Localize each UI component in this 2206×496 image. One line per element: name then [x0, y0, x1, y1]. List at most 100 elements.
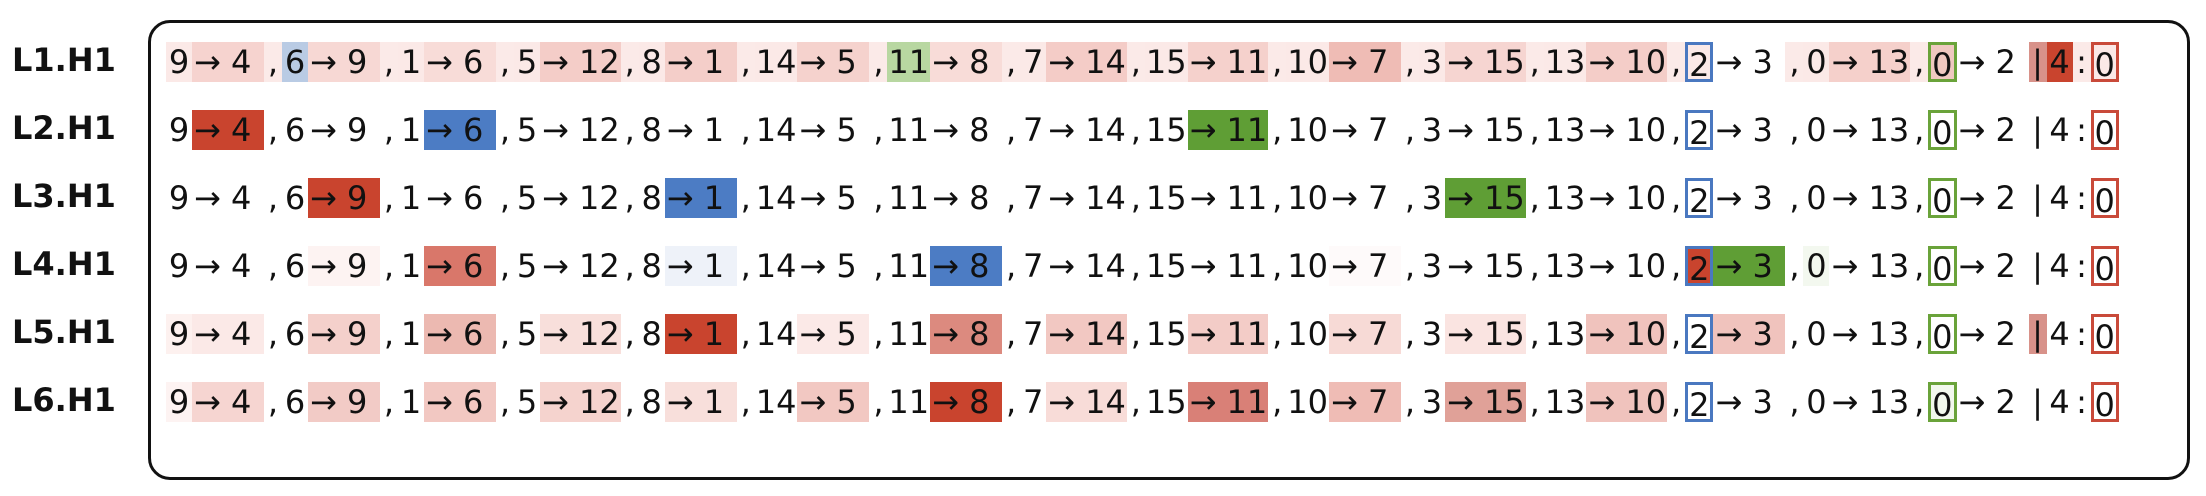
- token-cell: ,: [736, 382, 755, 422]
- token-cell: 7: [1020, 42, 1047, 82]
- token-cell: → 5: [797, 246, 870, 286]
- token-sequence: 9 → 4, 6 → 9, 1 → 6, 5 → 12, 8 → 1, 14→ 5, 11→ 8, 7 →…: [166, 307, 2119, 357]
- token-cell: :: [2072, 110, 2091, 150]
- token-cell: ,: [1785, 42, 1804, 82]
- token-cell: 0: [1803, 42, 1830, 82]
- token-cell: 10: [1286, 314, 1329, 354]
- token-cell: ,: [1667, 246, 1686, 286]
- boxed-token-t: 0: [2090, 314, 2119, 356]
- token-cell: → 10: [1586, 314, 1668, 354]
- token-cell: ,: [1400, 314, 1419, 354]
- token-cell: 6: [282, 178, 308, 218]
- token-cell: |: [2028, 110, 2047, 150]
- token-cell: ,: [869, 178, 888, 218]
- token-cell: ,: [264, 42, 282, 82]
- token-cell: ,: [1910, 246, 1929, 286]
- token-cell: |: [2028, 246, 2047, 286]
- token-cell: 11: [887, 382, 931, 422]
- token-cell: 9: [166, 382, 192, 422]
- token-cell: → 14: [1046, 314, 1127, 354]
- token-cell: ,: [1910, 178, 1929, 218]
- token-cell: 6: [282, 382, 308, 422]
- token-cell: ,: [264, 178, 282, 218]
- token-cell: ,: [1525, 178, 1544, 218]
- token-cell: |: [2028, 382, 2047, 422]
- token-cell: 0: [1803, 178, 1830, 218]
- token-cell: 13: [1543, 314, 1587, 354]
- token-cell: → 11: [1187, 110, 1269, 150]
- boxed-token-t: 0: [2090, 110, 2119, 152]
- token-cell: 0: [1803, 110, 1830, 150]
- token-cell: → 5: [797, 178, 870, 218]
- token-cell: 1: [398, 314, 424, 354]
- token-cell: 15: [1144, 110, 1188, 150]
- token-cell: → 13: [1829, 382, 1911, 422]
- token-cell: ,: [1268, 178, 1287, 218]
- token-cell: 15: [1144, 382, 1188, 422]
- token-cell: ,: [1126, 178, 1145, 218]
- boxed-token-a: 0: [1928, 382, 1957, 424]
- token-cell: ,: [736, 314, 755, 354]
- token-cell: 10: [1286, 382, 1329, 422]
- token-cell: ,: [869, 246, 888, 286]
- boxed-token-t: 0: [2090, 246, 2119, 288]
- token-cell: → 14: [1046, 42, 1127, 82]
- token-cell: → 1: [664, 178, 737, 218]
- token-cell: → 11: [1187, 382, 1269, 422]
- row-label: L3.H1: [12, 177, 116, 215]
- token-cell: → 13: [1829, 178, 1911, 218]
- token-cell: 6: [282, 314, 308, 354]
- token-cell: 1: [398, 110, 424, 150]
- token-cell: → 13: [1829, 246, 1911, 286]
- boxed-token-a: 0: [1928, 42, 1957, 84]
- token-cell: ,: [1525, 246, 1544, 286]
- row-label: L2.H1: [12, 109, 116, 147]
- row-label: L5.H1: [12, 313, 116, 351]
- token-cell: 5: [514, 178, 540, 218]
- token-cell: → 6: [424, 110, 496, 150]
- token-cell: → 11: [1187, 42, 1269, 82]
- token-cell: ,: [1400, 178, 1419, 218]
- token-cell: ,: [1910, 314, 1929, 354]
- token-cell: → 6: [424, 382, 496, 422]
- token-cell: ,: [380, 110, 398, 150]
- token-cell: → 9: [308, 314, 380, 354]
- token-cell: 8: [638, 382, 665, 422]
- token-cell: 13: [1543, 42, 1587, 82]
- token-cell: → 12: [540, 246, 621, 286]
- row-label: L4.H1: [12, 245, 116, 283]
- token-cell: ,: [1667, 314, 1686, 354]
- token-cell: → 2: [1956, 382, 2029, 422]
- token-cell: 7: [1020, 246, 1047, 286]
- token-sequence: 9 → 4, 6 → 9, 1 → 6, 5 → 12, 8 → 1, 14→ 5, 11→ 8, 7 →…: [166, 103, 2119, 153]
- token-cell: → 9: [308, 178, 380, 218]
- token-cell: ,: [620, 314, 639, 354]
- token-cell: → 8: [930, 382, 1003, 422]
- token-cell: :: [2072, 42, 2091, 82]
- token-cell: ,: [736, 246, 755, 286]
- boxed-token-q: 2: [1685, 178, 1714, 220]
- token-cell: 11: [887, 314, 931, 354]
- token-cell: → 5: [797, 314, 870, 354]
- token-cell: ,: [380, 42, 398, 82]
- row-label: L1.H1: [12, 41, 116, 79]
- token-cell: → 12: [540, 314, 621, 354]
- token-cell: 13: [1543, 178, 1587, 218]
- token-cell: → 9: [308, 246, 380, 286]
- boxed-token-a: 0: [1928, 110, 1957, 152]
- token-cell: 3: [1418, 314, 1445, 354]
- token-cell: ,: [380, 382, 398, 422]
- token-cell: ,: [1002, 42, 1021, 82]
- token-cell: :: [2072, 246, 2091, 286]
- token-cell: 0: [1803, 382, 1830, 422]
- token-cell: → 8: [930, 110, 1003, 150]
- boxed-token-t: 0: [2090, 178, 2119, 220]
- token-cell: 7: [1020, 110, 1047, 150]
- token-cell: 15: [1144, 246, 1188, 286]
- token-cell: → 10: [1586, 42, 1668, 82]
- token-cell: 9: [166, 178, 192, 218]
- token-cell: → 4: [192, 110, 264, 150]
- token-cell: 1: [398, 246, 424, 286]
- token-cell: 0: [1803, 314, 1830, 354]
- token-sequence: 9 → 4, 6 → 9, 1 → 6, 5 → 12, 8 → 1, 14→ 5, 11→ 8, 7 →…: [166, 375, 2119, 425]
